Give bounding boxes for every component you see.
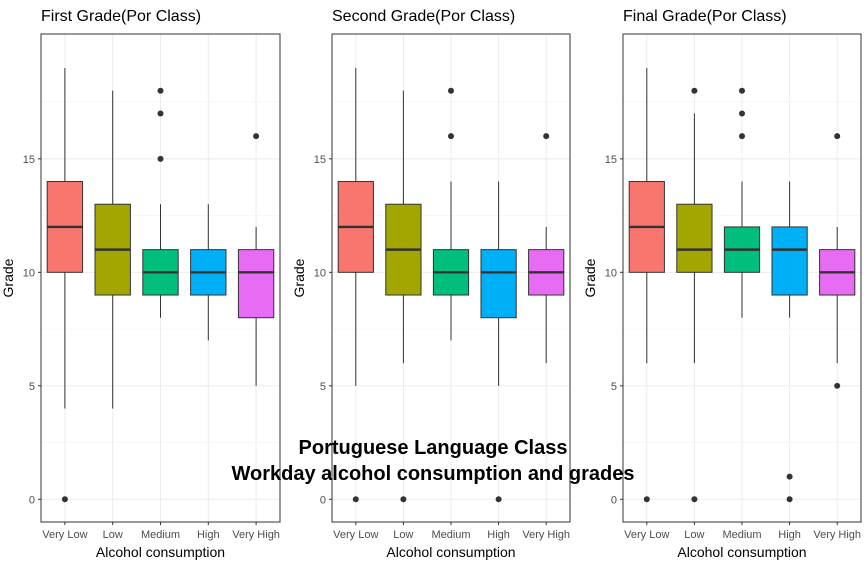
x-tick-label: High [197,529,220,541]
x-tick-label: Low [684,529,704,541]
x-tick-label: Medium [141,529,180,541]
outlier-point [739,110,745,117]
box-low [385,90,422,503]
y-tick-label: 10 [314,267,326,279]
x-tick-label: Medium [431,529,470,541]
outlier-point [543,133,550,140]
box-very-high [528,133,565,364]
box-low [94,90,131,409]
y-tick-label: 15 [605,154,617,166]
x-tick-label: Low [103,529,123,541]
outlier-point [691,87,698,94]
figure-title-line2: Workday alcohol consumption and grades [231,463,635,485]
iqr-box [771,226,808,296]
outlier-point [691,496,698,503]
chart-panel-2: 0 5 10 15 Very Low Low Medium High Very High Seco… [291,8,571,560]
box-medium [432,87,470,341]
chart-panel-1: 0 5 10 15 Very Low Low Medium High Very High Firs… [0,8,281,560]
outlier-point [834,382,841,389]
y-axis-label: Grade [582,258,598,297]
y-tick-label: 15 [23,154,35,166]
x-tick-label: High [487,529,510,541]
x-tick-label: Very High [522,529,570,541]
box-high [771,181,808,503]
outlier-point [739,87,745,94]
y-tick-label: 5 [611,381,617,393]
outlier-point [157,110,164,117]
outlier-point [786,473,793,480]
outlier-point [61,496,68,503]
x-tick-label: High [778,529,801,541]
y-tick-label: 0 [320,494,326,506]
box-very-high [819,133,856,389]
x-axis-label: Alcohol consumption [677,544,806,560]
outlier-point [643,496,650,503]
outlier-point [253,133,260,140]
y-axis-label: Grade [0,258,16,297]
y-tick-label: 0 [29,494,35,506]
x-axis-label: Alcohol consumption [386,544,515,560]
y-tick-label: 10 [23,267,35,279]
x-tick-label: Very Low [333,529,378,541]
iqr-box [676,203,713,273]
chart-panel-3: 0 5 10 15 Very Low Low Medium High Very High Fina… [582,8,862,560]
box-very-high [237,133,275,386]
panel-title: First Grade(Por Class) [41,8,201,25]
box-low [676,87,713,503]
box-high [480,181,517,503]
box-medium [723,87,761,318]
y-axis-label: Grade [291,258,307,297]
outlier-point [157,87,164,94]
x-tick-label: Very High [232,529,280,541]
outlier-point [352,496,359,503]
x-axis-label: Alcohol consumption [96,544,225,560]
x-tick-label: Very High [813,529,861,541]
box-very-low [46,68,84,503]
y-tick-label: 5 [29,381,35,393]
outlier-point [739,133,745,140]
y-tick-label: 10 [605,267,617,279]
outlier-point [495,496,502,503]
y-tick-label: 5 [320,381,326,393]
x-tick-label: Medium [722,529,761,541]
iqr-box [480,249,517,319]
box-high [190,204,227,341]
x-tick-label: Very Low [42,529,87,541]
box-very-low [628,68,665,503]
panel-title: Second Grade(Por Class) [332,8,515,25]
outlier-point [157,155,164,162]
iqr-box [237,249,275,319]
outlier-point [448,133,454,140]
outlier-point [400,496,407,503]
x-tick-label: Low [393,529,413,541]
x-tick-label: Very Low [624,529,669,541]
outlier-point [448,87,454,94]
y-tick-label: 0 [611,494,617,506]
panel-title: Final Grade(Por Class) [623,8,787,25]
y-tick-label: 15 [314,154,326,166]
outlier-point [786,496,793,503]
box-medium [142,87,179,318]
figure-title-line1: Portuguese Language Class [298,437,568,459]
outlier-point [834,133,841,140]
box-very-low [337,68,374,503]
